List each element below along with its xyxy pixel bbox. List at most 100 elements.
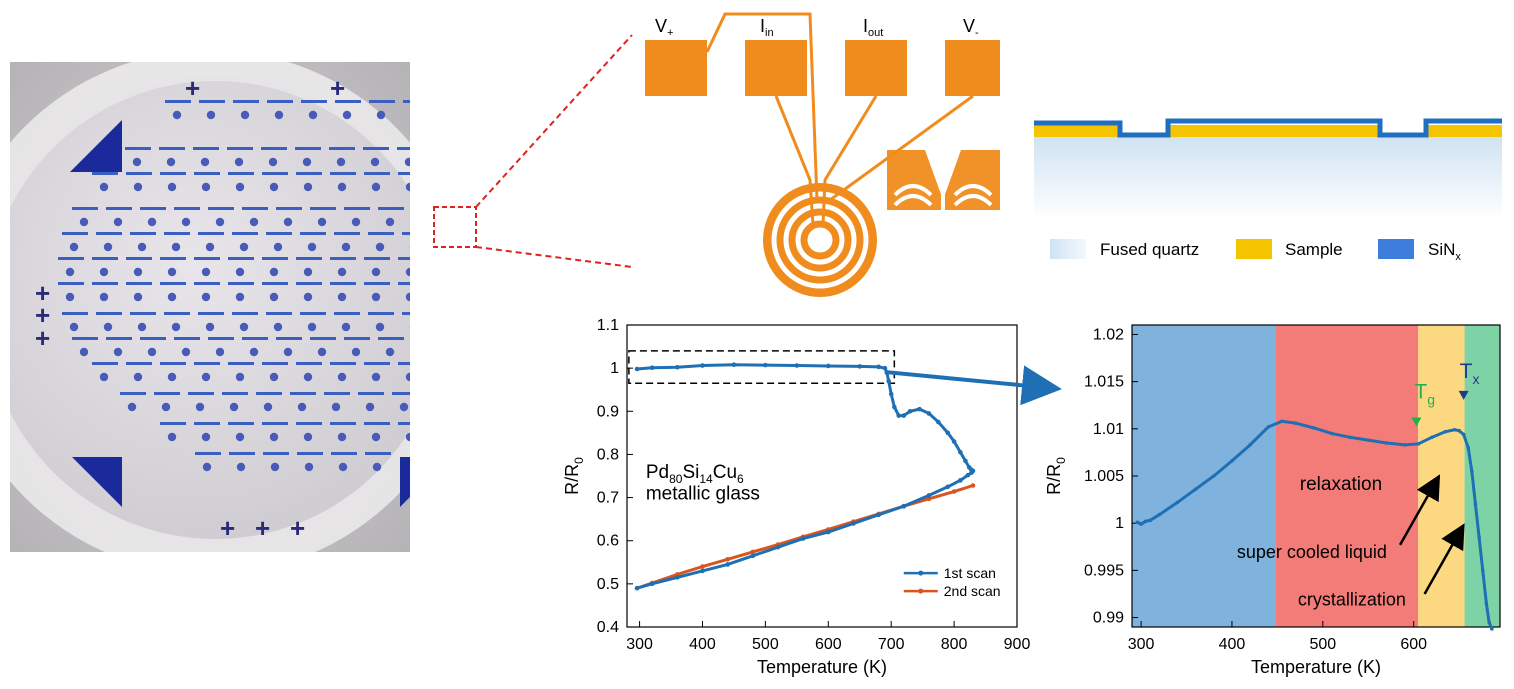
wafer-contact-bar bbox=[164, 232, 190, 235]
alignment-mark: + bbox=[185, 73, 200, 103]
wafer-device-dot bbox=[99, 267, 109, 277]
wafer-device-dot bbox=[371, 182, 381, 192]
wafer-contact-bar bbox=[160, 362, 186, 365]
wafer-device-dot bbox=[338, 462, 348, 472]
device-schematic: V+ Iin Iout V- bbox=[645, 12, 1000, 297]
y-axis-label: R/R0 bbox=[1044, 457, 1068, 495]
legend-label: 1st scan bbox=[944, 565, 996, 581]
wafer-device-dot bbox=[307, 322, 317, 332]
wafer-device-dot bbox=[308, 110, 318, 120]
wafer-device-dot bbox=[385, 217, 395, 227]
data-point-scan1-zoom bbox=[1366, 438, 1371, 442]
wafer-contact-bar bbox=[378, 207, 404, 210]
wafer-device-dot bbox=[269, 292, 279, 302]
wafer-device-dot bbox=[375, 242, 385, 252]
wafer-device-dot bbox=[161, 402, 171, 412]
wafer-device-dot bbox=[167, 372, 177, 382]
wafer-contact-bar bbox=[194, 282, 220, 285]
alignment-mark: + bbox=[35, 278, 50, 308]
alignment-mark: + bbox=[255, 513, 270, 543]
alignment-mark: + bbox=[35, 323, 50, 353]
x-tick-label: 500 bbox=[1309, 636, 1336, 653]
wafer-contact-bar bbox=[120, 392, 146, 395]
data-point-scan1-zoom bbox=[1266, 425, 1271, 429]
chart-region-2 bbox=[1418, 325, 1465, 627]
wafer-device-dot bbox=[195, 402, 205, 412]
wafer-contact-bar bbox=[198, 232, 224, 235]
data-point-scan1 bbox=[857, 364, 863, 369]
wafer-contact-bar bbox=[296, 422, 322, 425]
x-tick-label: 400 bbox=[1219, 636, 1246, 653]
wafer-contact-bar bbox=[160, 282, 186, 285]
wafer-device-dot bbox=[181, 217, 191, 227]
wafer-device-dot bbox=[341, 242, 351, 252]
wafer-contact-bar bbox=[58, 257, 84, 260]
chart-resistance-full: 300 400 500 600 700 800 900 0.4 0.5 0.6 0.7 0.8 0.9 1… bbox=[562, 317, 1030, 677]
wafer-device-dot bbox=[99, 292, 109, 302]
data-point-scan1-zoom bbox=[1230, 459, 1234, 463]
data-point-scan1 bbox=[851, 521, 856, 526]
cross-section: Fused quartz Sample SiNx bbox=[1034, 118, 1502, 263]
wafer-device-dot bbox=[65, 292, 75, 302]
wafer-contact-bar bbox=[92, 257, 118, 260]
wafer-contact-bar bbox=[222, 392, 248, 395]
wafer-contact-bar bbox=[262, 362, 288, 365]
x-tick-label: 300 bbox=[626, 636, 653, 653]
data-point-scan2 bbox=[951, 489, 957, 494]
wafer-contact-bar bbox=[262, 257, 288, 260]
data-point-scan1-zoom bbox=[1466, 445, 1470, 450]
data-point-scan2 bbox=[750, 549, 756, 555]
wafer-contact-bar bbox=[232, 232, 258, 235]
wafer-contact-bar bbox=[335, 100, 361, 103]
data-point-scan1-zoom bbox=[1477, 535, 1481, 540]
wafer-device-dot bbox=[99, 372, 109, 382]
wafer-contact-bar bbox=[331, 452, 357, 455]
scl-arrow bbox=[1398, 474, 1441, 546]
x-axis-label: Temperature (K) bbox=[1251, 657, 1381, 677]
wafer-contact-bar bbox=[140, 207, 166, 210]
y-tick-label: 1.005 bbox=[1084, 468, 1124, 485]
pad-label-vminus: V- bbox=[963, 16, 979, 39]
wafer-contact-bar bbox=[228, 362, 254, 365]
wafer-device-dot bbox=[69, 242, 79, 252]
wafer-device-dot bbox=[303, 182, 313, 192]
tx-marker bbox=[1458, 390, 1469, 400]
data-point-scan1 bbox=[731, 362, 737, 367]
x-tick-label: 800 bbox=[941, 636, 968, 653]
data-point-scan1 bbox=[926, 411, 932, 416]
wafer-contact-bar bbox=[165, 100, 191, 103]
data-point-scan1-zoom bbox=[1402, 443, 1407, 447]
data-point-scan1 bbox=[917, 406, 922, 412]
wafer-contact-bar bbox=[266, 232, 292, 235]
wafer-contact-bar bbox=[126, 362, 152, 365]
wafer-contact-bar bbox=[72, 337, 98, 340]
data-point-scan1-zoom bbox=[1330, 431, 1334, 436]
wafer-device-dot bbox=[404, 157, 410, 167]
wafer-contact-bar bbox=[58, 282, 84, 285]
wafer-contact-bar bbox=[334, 312, 360, 315]
wafer-device-dot bbox=[405, 292, 410, 302]
data-point-scan1-zoom bbox=[1416, 442, 1421, 446]
tg-marker bbox=[1411, 417, 1422, 427]
data-point-scan2 bbox=[970, 483, 976, 488]
wafer-device-dot bbox=[113, 347, 123, 357]
wafer-device-dot bbox=[337, 267, 347, 277]
wafer-contact-bar bbox=[160, 257, 186, 260]
data-point-scan1 bbox=[965, 472, 971, 478]
wafer-device-dot bbox=[65, 267, 75, 277]
wafer-device-dot bbox=[167, 182, 177, 192]
wafer-contact-bar bbox=[194, 257, 220, 260]
wafer-device-dot bbox=[337, 182, 347, 192]
wafer-device-dot bbox=[269, 267, 279, 277]
legend-sample-swatch bbox=[1236, 239, 1272, 259]
wafer-device-dot bbox=[235, 267, 245, 277]
wafer-device-dot bbox=[235, 182, 245, 192]
wafer-device-dot bbox=[405, 182, 410, 192]
wafer-device-dot bbox=[336, 157, 346, 167]
legend-marker bbox=[918, 588, 924, 594]
wafer-device-dot bbox=[263, 402, 273, 412]
wafer-device-dot bbox=[133, 182, 143, 192]
data-point-scan1-zoom bbox=[1480, 568, 1485, 573]
wafer-contact-bar bbox=[62, 232, 88, 235]
crystallization-label: crystallization bbox=[1298, 589, 1406, 609]
